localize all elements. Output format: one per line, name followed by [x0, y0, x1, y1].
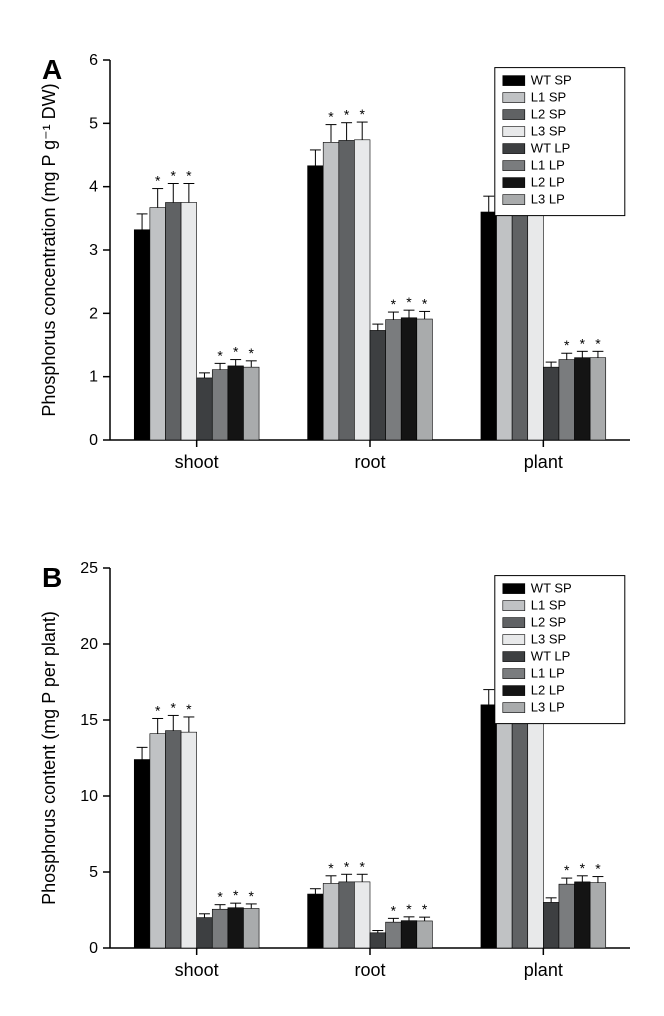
chart-b: 0 5 10 15 20 25 Phosphorus content (mg P per p… — [0, 0, 664, 1016]
svg-text:*: * — [595, 861, 601, 877]
svg-text:*: * — [328, 860, 334, 876]
svg-text:*: * — [564, 862, 570, 878]
bar — [150, 734, 166, 948]
bar — [370, 933, 386, 948]
legend-swatch — [503, 601, 525, 611]
bar — [228, 908, 244, 948]
legend-label: L1 SP — [531, 598, 566, 613]
legend-label: L3 SP — [531, 632, 566, 647]
legend-swatch — [503, 703, 525, 713]
svg-text:root: root — [354, 960, 385, 980]
legend-swatch — [503, 635, 525, 645]
svg-text:25: 25 — [80, 560, 98, 577]
bar — [134, 760, 150, 948]
svg-text:*: * — [391, 902, 397, 918]
bar — [181, 732, 197, 948]
svg-text:*: * — [359, 858, 365, 874]
bar — [354, 882, 370, 948]
svg-text:20: 20 — [80, 636, 98, 653]
bar — [417, 921, 433, 948]
bar — [575, 882, 591, 948]
bar — [212, 909, 228, 948]
svg-text:*: * — [249, 888, 255, 904]
legend-swatch — [503, 652, 525, 662]
svg-text:*: * — [186, 701, 192, 717]
legend-swatch — [503, 618, 525, 628]
bar — [197, 918, 213, 948]
legend-label: WT LP — [531, 649, 571, 664]
svg-text:shoot: shoot — [175, 960, 219, 980]
svg-text:15: 15 — [80, 712, 98, 729]
bar — [543, 902, 559, 948]
svg-text:0: 0 — [89, 940, 98, 957]
legend-swatch — [503, 686, 525, 696]
bar — [386, 922, 402, 948]
svg-text:5: 5 — [89, 864, 98, 881]
bar — [165, 731, 181, 948]
legend-swatch — [503, 584, 525, 594]
legend-label: WT SP — [531, 581, 572, 596]
svg-text:*: * — [233, 887, 239, 903]
svg-text:10: 10 — [80, 788, 98, 805]
legend-label: L2 SP — [531, 615, 566, 630]
bar — [481, 705, 497, 948]
legend-label: L3 LP — [531, 700, 565, 715]
bar — [308, 894, 324, 948]
svg-text:*: * — [217, 889, 223, 905]
legend-swatch — [503, 669, 525, 679]
bar — [559, 884, 575, 948]
svg-text:*: * — [422, 901, 428, 917]
legend-label: L2 LP — [531, 683, 565, 698]
svg-text:*: * — [580, 860, 586, 876]
svg-text:plant: plant — [524, 960, 563, 980]
legend-label: L1 LP — [531, 666, 565, 681]
svg-text:Phosphorus content (mg P per p: Phosphorus content (mg P per plant) — [39, 611, 59, 905]
svg-text:*: * — [344, 858, 350, 874]
svg-text:*: * — [171, 699, 177, 715]
bar — [323, 883, 339, 948]
svg-text:*: * — [406, 901, 412, 917]
figure-container: A 0123456Phosphorus concentration (mg P … — [0, 0, 664, 1016]
bar — [339, 882, 355, 948]
bar — [243, 908, 259, 948]
bar — [401, 921, 417, 948]
svg-text:*: * — [155, 702, 161, 718]
bar — [590, 883, 606, 948]
